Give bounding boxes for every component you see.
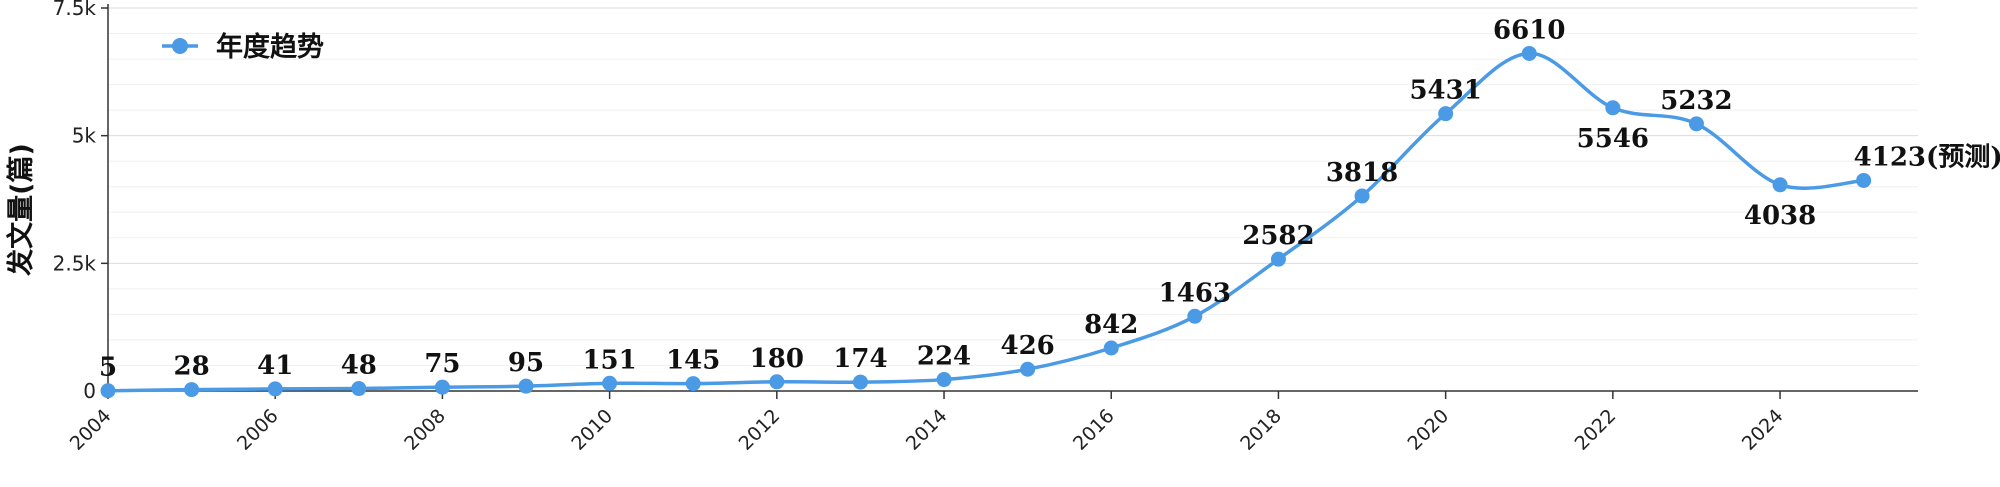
x-tick-label: 2016 (1069, 405, 1119, 455)
data-label: 426 (1000, 331, 1054, 361)
data-point (267, 381, 283, 397)
data-label: 5 (99, 353, 117, 383)
data-point (1103, 340, 1119, 356)
series-layer (100, 45, 1872, 399)
data-point (1354, 188, 1370, 204)
x-tick-label: 2022 (1571, 405, 1621, 455)
x-tick-label: 2006 (233, 405, 283, 455)
y-axis-label: 发文量(篇) (5, 143, 37, 277)
x-tick-label: 2004 (66, 405, 116, 455)
data-point (685, 376, 701, 392)
data-point (936, 372, 952, 388)
x-tick-label: 2024 (1738, 405, 1788, 455)
axes (107, 4, 1918, 392)
data-label: 1463 (1159, 278, 1231, 308)
data-label: 842 (1084, 310, 1138, 340)
data-label: 2582 (1242, 221, 1314, 251)
data-point (100, 383, 116, 399)
x-tick-label: 2020 (1403, 405, 1453, 455)
data-label: 41 (257, 351, 293, 381)
data-point (769, 374, 785, 390)
data-point (1187, 308, 1203, 324)
data-labels: 5 28 41 48 75 95 151 145 180 174 224 426 842 1463 2582… (99, 15, 2000, 382)
data-label: 5232 (1660, 86, 1732, 116)
data-point (852, 374, 868, 390)
grid-lines (108, 7, 1918, 366)
data-label: 151 (582, 345, 636, 375)
data-point (1020, 361, 1036, 377)
x-tick-label: 2018 (1236, 405, 1286, 455)
data-label: 145 (666, 346, 720, 376)
data-point (1605, 100, 1621, 116)
data-label: 28 (174, 352, 210, 382)
x-tick-label: 2012 (735, 405, 785, 455)
legend-marker (172, 38, 188, 54)
data-label: 180 (750, 344, 804, 374)
data-point (1521, 45, 1537, 61)
data-point (1772, 177, 1788, 193)
y-tick-label: 5k (72, 124, 97, 148)
data-point (1688, 116, 1704, 132)
x-tick-label: 2010 (567, 405, 617, 455)
data-point (1438, 106, 1454, 122)
y-tick-label: 0 (83, 379, 96, 403)
x-tick-label: 2014 (902, 405, 952, 455)
data-point (351, 381, 367, 397)
data-label: 48 (341, 351, 377, 381)
data-point (1270, 251, 1286, 267)
y-tick-label: 7.5k (53, 0, 97, 20)
data-label: 75 (424, 349, 460, 379)
data-point (434, 379, 450, 395)
y-tick-label: 2.5k (53, 251, 97, 275)
data-label: 4123(预测) (1854, 142, 2000, 172)
data-label: 6610 (1493, 15, 1565, 45)
data-point (184, 382, 200, 398)
data-point (518, 378, 534, 394)
data-label: 4038 (1744, 201, 1816, 231)
x-tick-labels: 2004 2006 2008 2010 2012 2014 2016 2018 2020 2022… (66, 391, 1788, 455)
data-label: 174 (833, 344, 887, 374)
data-label: 5431 (1409, 76, 1481, 106)
data-label: 5546 (1577, 124, 1649, 154)
series-line (106, 51, 1866, 393)
data-point (1856, 172, 1872, 188)
data-label: 224 (917, 342, 971, 372)
legend[interactable]: 年度趋势 (162, 31, 324, 63)
legend-label: 年度趋势 (216, 31, 324, 63)
y-tick-labels: 0 2.5k 5k 7.5k (53, 0, 108, 403)
x-tick-label: 2008 (400, 405, 450, 455)
data-point (602, 375, 618, 391)
data-label: 3818 (1326, 158, 1398, 188)
data-label: 95 (508, 348, 544, 378)
